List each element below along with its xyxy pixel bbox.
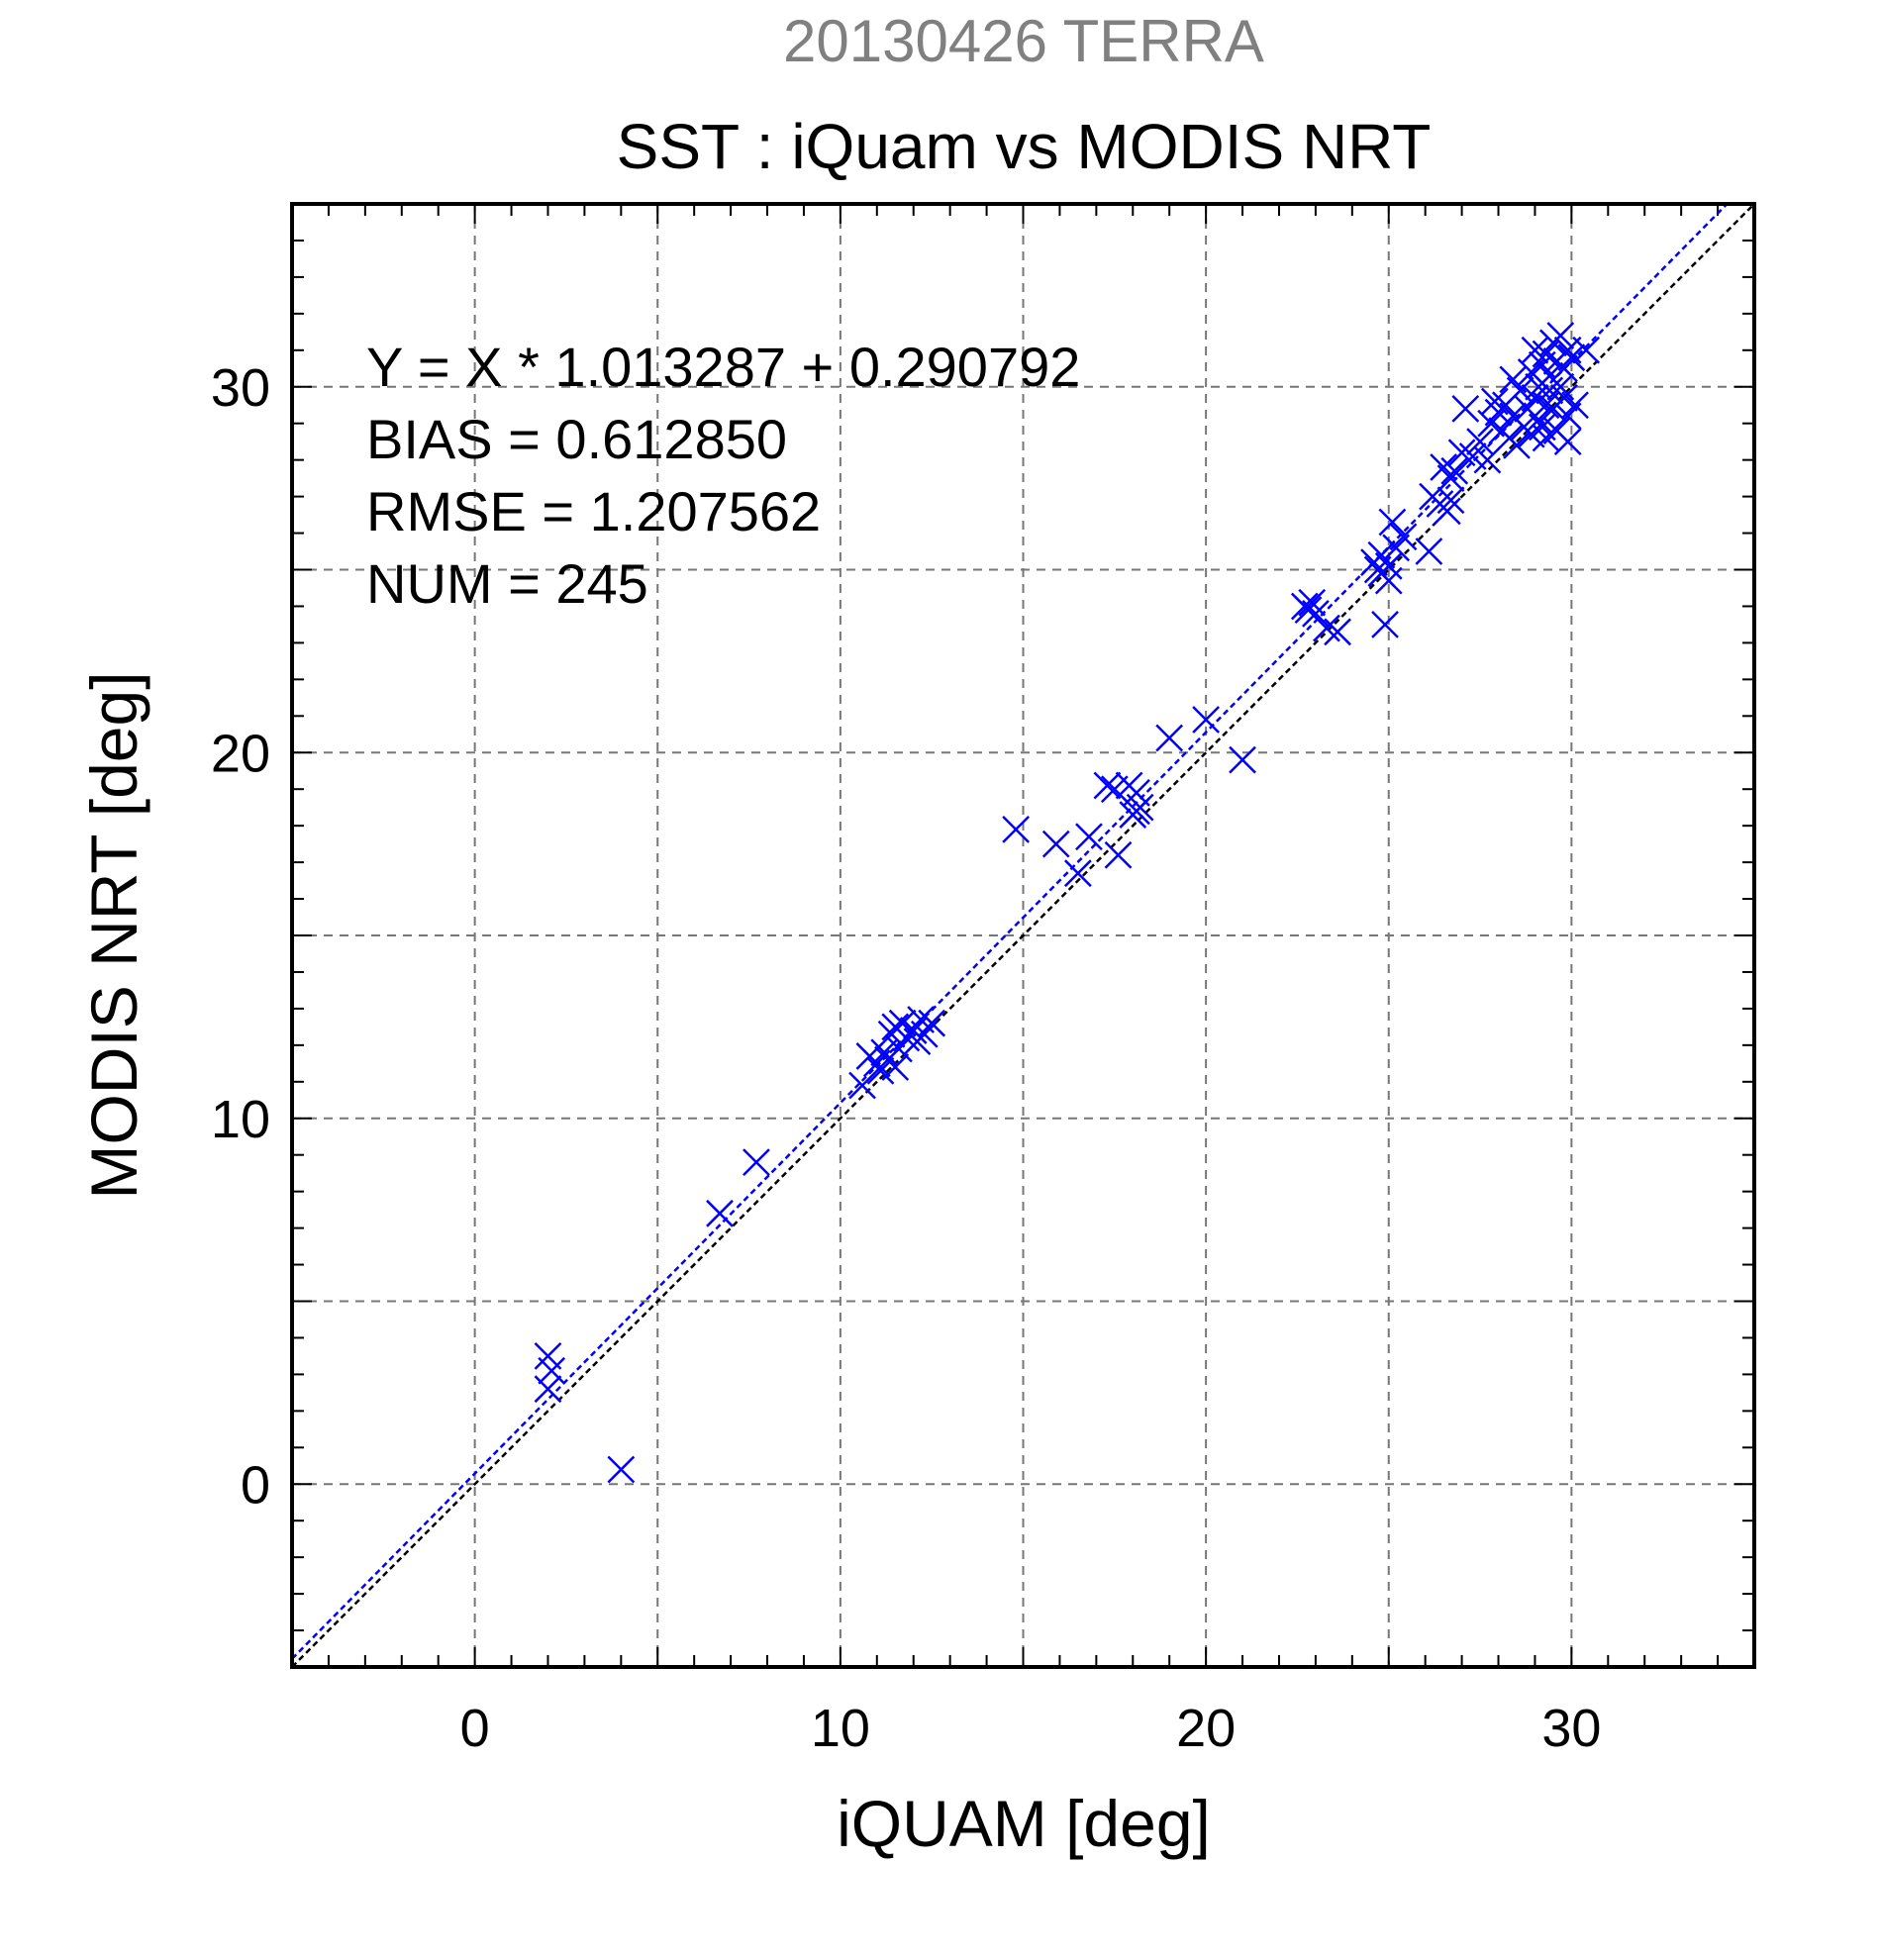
data-point [1415, 538, 1443, 565]
data-point [848, 1071, 876, 1100]
plot-frame [290, 202, 1756, 1669]
data-point [1525, 406, 1553, 434]
y-tick-label: 10 [211, 1090, 270, 1149]
data-point [742, 1148, 770, 1176]
data-point [1389, 523, 1418, 551]
y-axis-label: MODIS NRT [deg] [77, 671, 150, 1199]
y-tick-label: 30 [211, 358, 270, 418]
data-point [1302, 599, 1330, 628]
data-point [1557, 343, 1586, 372]
tick-labels: 0 10 20 30 0 10 20 30 [211, 358, 1601, 1758]
data-point [1436, 464, 1465, 493]
data-point [1503, 431, 1531, 459]
data-point [534, 1375, 562, 1404]
data-point [1473, 445, 1502, 474]
chart-subtitle: SST : iQuam vs MODIS NRT [617, 111, 1432, 182]
y-tick-label: 0 [241, 1455, 270, 1515]
data-point [918, 1009, 946, 1037]
data-point [1506, 376, 1534, 405]
stats-annotation: Y = X * 1.013287 + 0.290792 BIAS = 0.612… [366, 336, 1080, 615]
data-point [607, 1455, 636, 1484]
data-point [1155, 724, 1184, 752]
data-point [1064, 859, 1092, 888]
x-tick-label: 10 [811, 1699, 870, 1758]
bias-value: BIAS = 0.612850 [366, 408, 787, 470]
data-point [1561, 391, 1589, 420]
data-point [1126, 793, 1154, 822]
y-tick-label: 20 [211, 724, 270, 783]
identity-line [292, 204, 1754, 1667]
data-point [881, 1053, 910, 1081]
data-point [1572, 336, 1601, 364]
data-point [1546, 322, 1575, 349]
data-point [1440, 456, 1469, 485]
x-axis-label: iQUAM [deg] [837, 1787, 1211, 1860]
data-point [1546, 372, 1575, 401]
data-points [534, 322, 1601, 1484]
data-point [1374, 566, 1403, 595]
data-point [1002, 815, 1030, 843]
data-point [1447, 439, 1476, 467]
data-point [538, 1356, 566, 1385]
num-value: NUM = 245 [366, 552, 648, 615]
data-point [1553, 428, 1582, 456]
data-point [1229, 745, 1256, 774]
x-tick-label: 30 [1541, 1699, 1601, 1758]
x-tick-label: 0 [460, 1699, 490, 1758]
data-point [1451, 395, 1480, 423]
data-point [1298, 588, 1327, 617]
data-point [1192, 706, 1221, 734]
data-point [706, 1199, 734, 1227]
data-point [1436, 486, 1465, 515]
fit-equation: Y = X * 1.013287 + 0.290792 [366, 336, 1080, 398]
chart-title: 20130426 TERRA [783, 8, 1264, 74]
data-point [1041, 830, 1070, 858]
x-tick-label: 20 [1176, 1699, 1236, 1758]
rmse-value: RMSE = 1.207562 [366, 480, 821, 542]
data-point [1374, 551, 1403, 580]
data-point [1104, 840, 1133, 869]
data-point [1378, 508, 1407, 537]
data-point [1371, 611, 1399, 638]
data-point [1521, 336, 1549, 364]
data-point [1313, 614, 1340, 642]
data-point [1480, 387, 1509, 416]
data-point [1433, 497, 1461, 526]
data-point [1324, 618, 1351, 646]
data-point [1093, 771, 1122, 800]
data-point [1466, 428, 1494, 456]
data-point [1075, 823, 1103, 851]
data-point [1535, 376, 1564, 405]
